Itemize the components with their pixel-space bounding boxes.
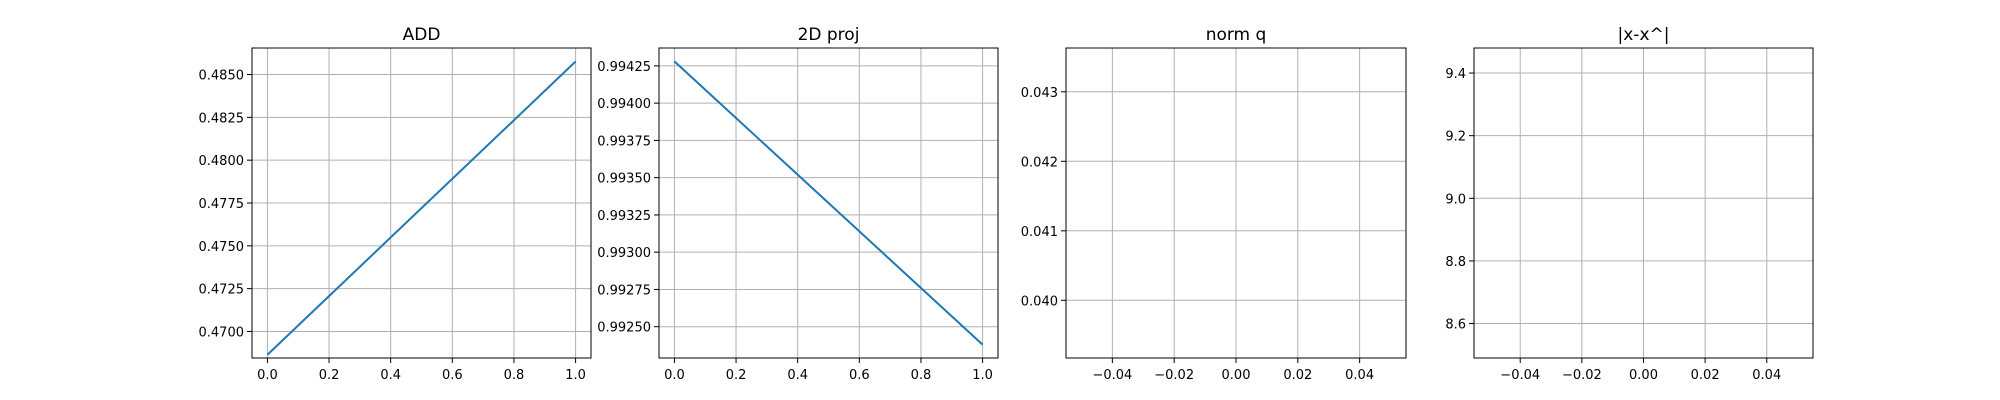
x-tick-label: 0.02 xyxy=(1283,368,1312,383)
x-tick-label: 0.0 xyxy=(664,368,685,383)
y-tick-label: 0.041 xyxy=(1021,225,1058,240)
chart-title: 2D proj xyxy=(798,25,860,45)
subplot-2d-proj: 0.0 0.2 0.4 0.6 0.8 1.0 0.99250 0.99275 0.99300 0… xyxy=(597,25,999,383)
y-tick-label: 0.4850 xyxy=(199,69,245,84)
x-tick-label: −0.04 xyxy=(1500,368,1540,383)
axes-frame xyxy=(658,47,999,359)
y-tick-label: 9.0 xyxy=(1445,192,1466,207)
chart-title: norm q xyxy=(1206,25,1267,45)
y-tick-label: 9.4 xyxy=(1445,67,1466,82)
series-line xyxy=(673,60,984,346)
y-tick-label: 0.99350 xyxy=(597,172,651,187)
y-tick-label: 0.99275 xyxy=(597,283,651,298)
y-tick-label: 0.4725 xyxy=(199,283,245,298)
y-tick-label: 0.4800 xyxy=(199,154,245,169)
x-tick-label: 0.0 xyxy=(257,368,278,383)
x-tick-label: 0.02 xyxy=(1691,368,1720,383)
x-tick-label: 0.4 xyxy=(380,368,401,383)
y-tick-label: 8.6 xyxy=(1445,318,1466,333)
x-tick-label: 0.6 xyxy=(442,368,463,383)
chart-title: ADD xyxy=(403,25,441,45)
chart-title: |x-x^| xyxy=(1618,25,1670,45)
x-tick-label: 0.04 xyxy=(1345,368,1374,383)
y-tick-label: 9.2 xyxy=(1445,130,1466,145)
x-tick-label: 0.2 xyxy=(726,368,747,383)
y-tick-label: 0.99300 xyxy=(597,246,651,261)
x-tick-label: 0.00 xyxy=(1629,368,1658,383)
y-tick-label: 0.043 xyxy=(1021,86,1058,101)
y-tick-label: 0.99250 xyxy=(597,321,651,336)
y-tick-label: 8.8 xyxy=(1445,255,1466,270)
x-tick-label: −0.04 xyxy=(1092,368,1132,383)
y-tick-label: 0.99400 xyxy=(597,97,651,112)
x-tick-label: −0.02 xyxy=(1154,368,1194,383)
y-tick-label: 0.4775 xyxy=(199,197,245,212)
subplot-add: 0.0 0.2 0.4 0.6 0.8 1.0 0.4700 0.4725 0.4750 0.47… xyxy=(199,25,592,383)
subplot-norm-q: −0.04 −0.02 0.00 0.02 0.04 0.040 0.041 0.042 0.0… xyxy=(1021,25,1407,383)
x-tick-label: 0.8 xyxy=(911,368,932,383)
y-tick-label: 0.99375 xyxy=(597,134,651,149)
series-line xyxy=(266,60,577,356)
y-tick-label: 0.042 xyxy=(1021,155,1058,170)
y-tick-label: 0.040 xyxy=(1021,294,1058,309)
subplot-x-error: −0.04 −0.02 0.00 0.02 0.04 8.6 8.8 9.0 9.2 9.4 |x-… xyxy=(1445,25,1814,383)
x-tick-label: −0.02 xyxy=(1562,368,1602,383)
x-tick-label: 0.8 xyxy=(504,368,525,383)
x-tick-label: 1.0 xyxy=(565,368,586,383)
y-tick-label: 0.4750 xyxy=(199,240,245,255)
x-tick-label: 0.04 xyxy=(1752,368,1781,383)
x-tick-label: 0.00 xyxy=(1222,368,1251,383)
x-tick-label: 0.2 xyxy=(319,368,340,383)
y-tick-label: 0.99425 xyxy=(597,60,651,75)
x-tick-label: 0.6 xyxy=(849,368,870,383)
x-tick-label: 1.0 xyxy=(972,368,993,383)
y-tick-label: 0.4825 xyxy=(199,111,245,126)
y-tick-label: 0.4700 xyxy=(199,325,245,340)
x-tick-label: 0.4 xyxy=(787,368,808,383)
y-tick-label: 0.99325 xyxy=(597,209,651,224)
